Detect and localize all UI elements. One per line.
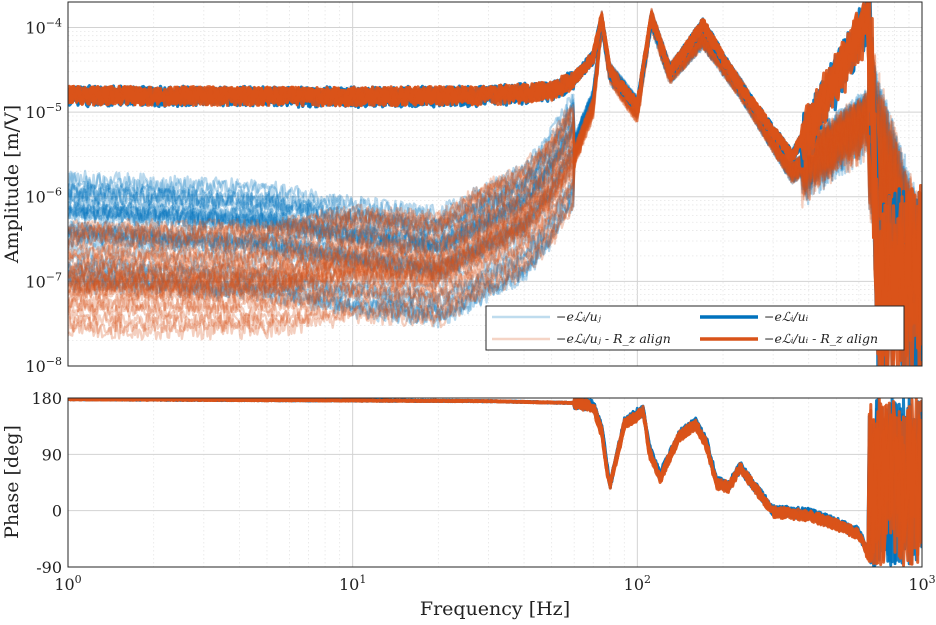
direct-curve — [68, 2, 922, 366]
x-tick-label: 102 — [624, 573, 651, 594]
amplitude-ytick-label: 10−5 — [25, 101, 62, 122]
coupling-curve — [68, 12, 922, 364]
coupling-curve — [68, 11, 922, 344]
coupling-curve — [68, 13, 922, 366]
phase-curve — [68, 398, 922, 566]
coupling-curve — [68, 12, 922, 366]
phase-ytick-label: 90 — [42, 445, 62, 464]
legend-box — [485, 305, 905, 351]
amplitude-ytick-label: 10−7 — [25, 270, 62, 291]
coupling-curve — [68, 14, 922, 363]
legend-label-4: −eℒᵢ/uᵢ - R_z align — [764, 331, 878, 346]
legend-label-1: −eℒᵢ/uⱼ — [556, 309, 602, 324]
amplitude-ytick-label: 10−8 — [25, 355, 62, 376]
phase-curve — [68, 398, 922, 567]
coupling-curve — [68, 13, 922, 366]
coupling-curve — [68, 12, 922, 348]
phase-curve — [68, 398, 922, 567]
amplitude-frame — [67, 1, 923, 367]
phase-curves — [68, 398, 922, 567]
phase-curve — [68, 398, 922, 565]
amplitude-panel: 10−8 10−7 10−6 10−5 10−4 Amplitude [m/V] — [1, 1, 923, 376]
coupling-curve — [68, 20, 922, 356]
x-ticks: 100 101 102 103 — [54, 573, 935, 594]
coupling-curve — [68, 11, 922, 366]
coupling-curve — [68, 9, 922, 362]
coupling-curve — [68, 12, 922, 366]
coupling-curve — [68, 14, 922, 366]
phase-ylabel: Phase [deg] — [1, 425, 23, 539]
phase-curve — [68, 398, 922, 566]
coupling-curve — [68, 10, 922, 366]
coupling-curve — [68, 20, 922, 366]
coupling-curve — [68, 15, 922, 366]
x-tick-label: 100 — [54, 573, 81, 594]
phase-curve — [68, 398, 922, 565]
legend-label-2: −eℒᵢ/uᵢ — [764, 309, 809, 324]
phase-ticks: 180 90 0 -90 — [31, 389, 62, 577]
coupling-curve — [68, 10, 922, 366]
coupling-curve — [68, 13, 922, 366]
x-tick-label: 103 — [908, 573, 935, 594]
coupling-curve — [68, 13, 922, 357]
coupling-curve — [68, 16, 922, 366]
amplitude-ticks: 10−8 10−7 10−6 10−5 10−4 — [25, 16, 62, 376]
coupling-curve — [68, 11, 922, 366]
legend-label-3: −eℒᵢ/uⱼ - R_z align — [556, 331, 671, 346]
coupling-curve — [68, 10, 922, 366]
coupling-curve — [68, 7, 922, 354]
phase-curve — [68, 398, 922, 567]
coupling-curve — [68, 14, 922, 366]
phase-ytick-label: 0 — [52, 502, 62, 521]
phase-grid — [67, 397, 923, 568]
phase-curve — [68, 398, 922, 566]
amplitude-ylabel: Amplitude [m/V] — [1, 105, 23, 264]
coupling-curve — [68, 12, 922, 366]
phase-curve — [68, 398, 922, 562]
coupling-curve — [68, 13, 922, 366]
x-tick-label: 101 — [339, 573, 366, 594]
amplitude-curves — [68, 2, 922, 366]
coupling-curve — [68, 10, 922, 366]
phase-curve — [68, 398, 922, 566]
phase-panel: 180 90 0 -90 Phase [deg] — [1, 389, 923, 577]
coupling-curve — [68, 12, 922, 366]
x-axis-label: Frequency [Hz] — [420, 598, 570, 620]
coupling-curve — [68, 15, 922, 349]
coupling-curve — [68, 10, 922, 361]
phase-ytick-label: 180 — [31, 389, 62, 408]
coupling-curve — [68, 10, 922, 360]
coupling-curve — [68, 19, 922, 366]
coupling-curve — [68, 18, 922, 366]
amplitude-ytick-label: 10−6 — [25, 186, 62, 207]
legend: −eℒᵢ/uⱼ −eℒᵢ/uᵢ −eℒᵢ/uⱼ - R_z align −eℒᵢ… — [485, 305, 905, 351]
phase-curve — [68, 398, 922, 567]
coupling-curve — [68, 11, 922, 356]
coupling-curve — [68, 17, 922, 366]
coupling-curve — [68, 13, 922, 357]
amplitude-ytick-label: 10−4 — [25, 16, 62, 37]
phase-curve — [68, 398, 922, 559]
phase-ytick-label: -90 — [36, 558, 62, 577]
coupling-curve — [68, 13, 922, 366]
phase-frame — [67, 397, 923, 568]
coupling-curve — [68, 15, 922, 366]
